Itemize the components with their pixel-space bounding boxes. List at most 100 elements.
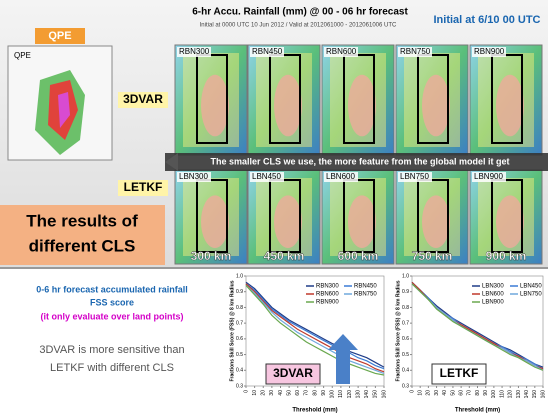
y-tick-label: 0.4 [236, 368, 243, 374]
y-tick-label: 0.6 [236, 336, 243, 342]
note: FSS score [90, 297, 134, 307]
domain-overlay [330, 53, 386, 147]
x-tick-label: 110 [499, 390, 505, 398]
x-tick-label: 80 [475, 390, 481, 396]
x-tick-label: 80 [312, 390, 318, 396]
panel-label: RBN450 [252, 47, 283, 56]
y-tick-label: 0.8 [236, 305, 243, 311]
x-tick-label: 70 [467, 390, 473, 396]
x-tick-label: 70 [304, 390, 310, 396]
scale-label: 450 km [264, 249, 305, 263]
domain-overlay [183, 178, 239, 256]
subtitle: Initial at 0000 UTC 10 Jun 2012 / Valid … [200, 23, 397, 29]
domain-overlay [404, 178, 460, 256]
note: LETKF with different CLS [50, 362, 174, 374]
x-tick-label: 90 [483, 390, 489, 396]
domain-overlay [330, 178, 386, 256]
x-tick-label: 110 [338, 390, 344, 398]
legend-label: LBN450 [520, 284, 542, 290]
domain-overlay [478, 178, 534, 256]
panel-label: LBN600 [326, 172, 355, 181]
note: 0-6 hr forecast accumulated rainfall [36, 284, 188, 294]
legend-label: LBN900 [482, 300, 504, 306]
y-tick-label: 0.3 [402, 383, 409, 389]
panel-label: RBN600 [326, 47, 357, 56]
x-tick-label: 40 [442, 390, 448, 396]
x-tick-label: 130 [355, 390, 361, 399]
domain-overlay [256, 53, 312, 147]
scale-label: 900 km [486, 249, 527, 263]
legend-label: LBN600 [482, 292, 504, 298]
domain-overlay [478, 53, 534, 147]
panel-label: RBN900 [474, 47, 505, 56]
x-tick-label: 20 [261, 390, 267, 396]
x-tick-label: 0 [243, 390, 249, 393]
panel-label: LBN300 [179, 172, 208, 181]
legend-label: RBN750 [354, 292, 377, 298]
x-tick-label: 100 [330, 390, 336, 399]
x-tick-label: 150 [373, 390, 379, 399]
x-axis-label: Threshold (mm) [455, 408, 500, 414]
x-tick-label: 60 [295, 390, 301, 396]
legend-label: RBN300 [316, 284, 339, 290]
x-axis-label: Threshold (mm) [292, 408, 337, 414]
scale-label: 300 km [191, 249, 232, 263]
y-axis-label: Fractions Skill Score (FSS) @ 8 km Radiu… [395, 280, 401, 381]
x-tick-label: 40 [278, 390, 284, 396]
y-tick-label: 0.3 [236, 383, 243, 389]
x-tick-label: 60 [458, 390, 464, 396]
scale-label: 750 km [412, 249, 453, 263]
y-tick-label: 0.4 [402, 368, 409, 374]
row-label: LETKF [124, 180, 163, 194]
x-tick-label: 30 [434, 390, 440, 396]
x-tick-label: 0 [409, 390, 415, 393]
qpe-panel-label: QPE [14, 51, 31, 60]
x-tick-label: 160 [381, 390, 387, 399]
x-tick-label: 140 [524, 390, 530, 399]
domain-overlay [404, 53, 460, 147]
chart-tag: 3DVAR [273, 366, 313, 380]
note: 3DVAR is more sensitive than [39, 344, 184, 356]
x-tick-label: 150 [532, 390, 538, 399]
x-tick-label: 50 [450, 390, 456, 396]
slide: 6-hr Accu. Rainfall (mm) @ 00 - 06 hr fo… [0, 0, 548, 416]
initial-label: Initial at 6/10 00 UTC [434, 14, 541, 26]
legend-label: LBN300 [482, 284, 504, 290]
legend-label: LBN750 [520, 292, 542, 298]
x-tick-label: 130 [516, 390, 522, 399]
x-tick-label: 140 [364, 390, 370, 399]
results-text: The results of [26, 211, 138, 230]
x-tick-label: 100 [491, 390, 497, 399]
y-tick-label: 0.5 [236, 352, 243, 358]
panel-label: LBN750 [400, 172, 429, 181]
y-tick-label: 1.0 [402, 273, 409, 279]
panel-label: RBN750 [400, 47, 431, 56]
domain-overlay [183, 53, 239, 147]
x-tick-label: 20 [426, 390, 432, 396]
x-tick-label: 10 [252, 390, 258, 396]
y-tick-label: 0.6 [402, 336, 409, 342]
chart-tag: LETKF [440, 366, 479, 380]
legend-label: RBN600 [316, 292, 339, 298]
x-tick-label: 10 [418, 390, 424, 396]
y-tick-label: 0.8 [402, 305, 409, 311]
x-tick-label: 30 [269, 390, 275, 396]
y-tick-label: 0.9 [236, 289, 243, 295]
row-label: 3DVAR [123, 92, 163, 106]
panel-label: RBN300 [179, 47, 210, 56]
legend-label: RBN900 [316, 300, 339, 306]
qpe-label: QPE [48, 30, 71, 42]
panel-label: LBN900 [474, 172, 503, 181]
y-tick-label: 0.5 [402, 352, 409, 358]
y-tick-label: 0.9 [402, 289, 409, 295]
y-axis-label: Fractions Skill Score (FSS) @ 8 km Radiu… [229, 280, 235, 381]
y-tick-label: 0.7 [402, 320, 409, 326]
panel-label: LBN450 [252, 172, 281, 181]
x-tick-label: 120 [347, 390, 353, 399]
x-tick-label: 160 [540, 390, 546, 399]
scale-label: 600 km [338, 249, 379, 263]
results-text: different CLS [29, 236, 136, 255]
title: 6-hr Accu. Rainfall (mm) @ 00 - 06 hr fo… [192, 7, 408, 18]
y-tick-label: 1.0 [236, 273, 243, 279]
legend-label: RBN450 [354, 284, 377, 290]
